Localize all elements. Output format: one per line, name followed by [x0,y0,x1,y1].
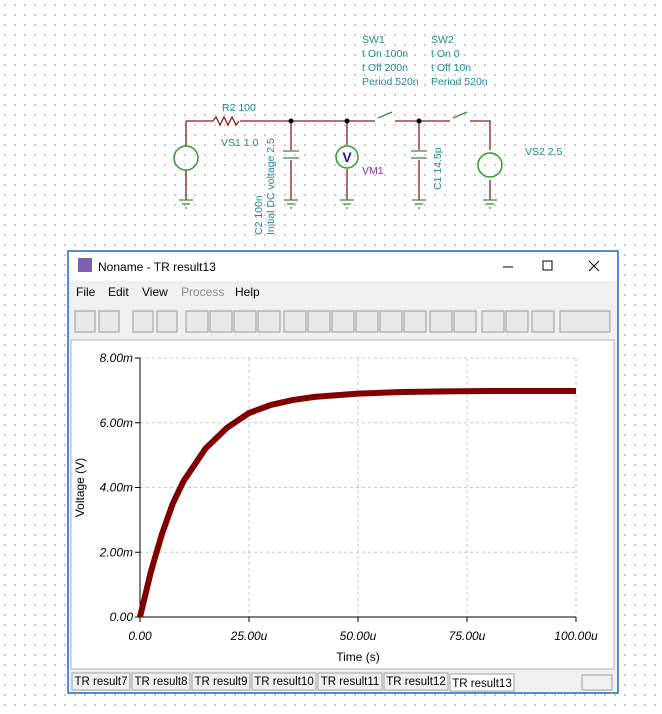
tab-label: TR result13 [452,678,511,690]
close[interactable] [588,260,600,272]
label: t Off 200n [362,62,408,74]
scroll-buttons[interactable] [581,674,613,691]
label: VS2 2.5 [525,146,563,158]
x-axis-title: Time (s) [336,650,380,664]
label: C2 100n [253,195,265,235]
tab[interactable] [71,672,131,691]
x-tick-label: 75.00u [449,629,486,643]
label: R2 100 [222,102,256,114]
label: VM1 [362,165,384,177]
tab-label: TR result12 [386,676,445,688]
label: t On 100n [362,48,408,60]
x-tick-label: 100.00u [554,629,598,643]
menu-item[interactable]: View [142,285,168,299]
label: SW1 [362,34,385,46]
label: Period 520n [431,76,488,88]
menu-item[interactable]: Help [235,285,260,299]
tab[interactable] [383,672,449,691]
tab[interactable] [191,672,251,691]
window: Noname - TR result13 File Edit View Process… [67,250,619,694]
x-tick-label: 25.00u [230,629,268,643]
tab-label: TR result10 [254,676,313,688]
schematic: R2 100 VS1 1.0 C2 100n Initial DC voltag… [173,34,563,235]
x-tick-label: 0.00 [128,629,152,643]
label: C1 14.5p [432,147,444,190]
label: SW2 [431,34,454,46]
tab-label: TR result7 [74,676,127,688]
label: VS1 1.0 [221,137,259,149]
label: t Off 10n [431,62,471,74]
label: Period 520n [362,76,419,88]
tab-label: TR result8 [134,676,187,688]
maximize[interactable] [542,260,553,271]
tab[interactable] [317,672,383,691]
toolbar [74,310,611,333]
y-tick-label: 6.00m [100,416,133,430]
tab[interactable] [131,672,191,691]
tab-label: TR result9 [194,676,247,688]
y-tick-label: 2.00m [99,545,133,559]
tab-label: TR result11 [321,676,380,688]
menu-item[interactable]: Edit [108,285,129,299]
label: Initial DC voltage 2.5 [265,138,277,235]
menu-item[interactable]: File [76,285,96,299]
menu-item[interactable]: Process [181,285,224,299]
window-title: Noname - TR result13 [98,260,216,274]
label: t On 0 [431,48,460,60]
y-tick-label: 8.00m [100,351,133,365]
meter-symbol: V [342,149,352,165]
series-line [137,388,576,618]
x-tick-label: 50.00u [340,629,377,643]
tab[interactable] [449,673,515,692]
y-tick-label: 0.00 [110,610,134,624]
y-axis-title: Voltage (V) [73,458,87,517]
y-tick-label: 4.00m [100,481,133,495]
tab[interactable] [251,672,317,691]
